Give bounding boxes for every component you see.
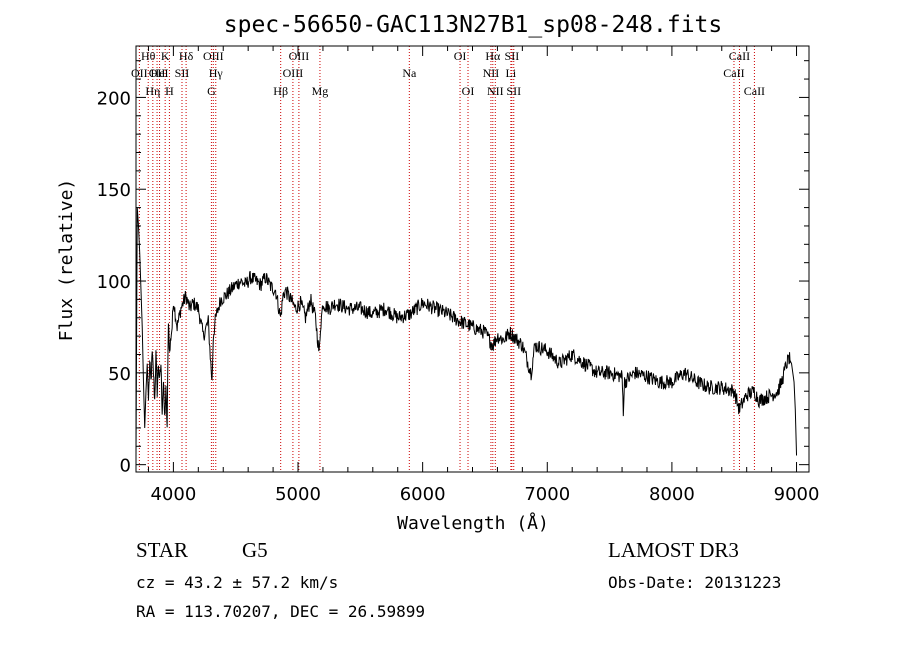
x-tick-label: 5000 — [275, 484, 321, 505]
spectral-line-label: NII — [483, 66, 500, 80]
plot-frame — [135, 45, 810, 473]
coordinates-readout: RA = 113.70207, DEC = 26.59899 — [136, 602, 425, 621]
y-tick-label: 100 — [97, 272, 131, 293]
y-tick-label: 150 — [97, 180, 131, 201]
spectral-line-label: OIII — [289, 49, 310, 63]
spectral-line-label: OI — [454, 49, 467, 63]
spectral-line-label: K — [161, 49, 170, 63]
y-tick-label: 0 — [120, 456, 131, 477]
spectral-line-label: Na — [402, 66, 417, 80]
spectral-line-label: H — [165, 84, 174, 98]
redshift-readout: cz = 43.2 ± 57.2 km/s — [136, 573, 339, 592]
spectral-line-label: OII — [131, 66, 148, 80]
spectral-line-label: Hη — [145, 84, 160, 98]
spectral-line-label: OIII — [283, 66, 304, 80]
spectral-line-label: CaII — [729, 49, 750, 63]
spectral-line-label: CaII — [744, 84, 765, 98]
spectral-line-label: G — [207, 84, 216, 98]
object-class: STAR — [136, 538, 188, 562]
spectral-line-label: Mg — [312, 84, 329, 98]
x-tick-label: 6000 — [400, 484, 446, 505]
spectral-line-label: Hβ — [273, 84, 288, 98]
y-axis-ticks: 0 50 100 150 200 — [97, 60, 809, 477]
y-tick-label: 50 — [108, 364, 131, 385]
spectral-line-label: Hδ — [179, 49, 194, 63]
spectral-line-markers — [138, 46, 755, 472]
spectral-line-label: Hα — [485, 49, 501, 63]
x-tick-label: 4000 — [150, 484, 196, 505]
spectral-line-label: HeI — [151, 66, 169, 80]
spectral-line-label: OII — [149, 66, 166, 80]
x-axis-ticks: 4000 5000 6000 7000 8000 9000 — [147, 46, 820, 505]
observation-date: Obs-Date: 20131223 — [608, 573, 782, 592]
survey-name: LAMOST DR3 — [608, 538, 739, 562]
spectral-line-label: Li — [506, 66, 517, 80]
x-axis-label: Wavelength (Å) — [397, 512, 549, 534]
spectral-line-label: SII — [175, 66, 190, 80]
y-axis-label: Flux (relative) — [56, 179, 77, 342]
spectral-line-label: SII — [506, 84, 521, 98]
spectral-line-label: Hγ — [209, 66, 224, 80]
object-subclass: G5 — [242, 538, 268, 562]
spectrum-series-line — [135, 207, 798, 456]
chart-title: spec-56650-GAC113N27B1_sp08-248.fits — [224, 12, 723, 38]
spectral-line-label: NII — [487, 84, 504, 98]
spectral-line-label: Hθ — [141, 49, 156, 63]
spectral-line-label: OI — [462, 84, 475, 98]
y-tick-label: 200 — [97, 88, 131, 109]
x-tick-label: 7000 — [524, 484, 570, 505]
x-tick-label: 9000 — [774, 484, 820, 505]
spectral-line-label: OIII — [203, 49, 224, 63]
spectral-line-label: SII — [505, 49, 520, 63]
spectral-line-label: CaII — [723, 66, 744, 80]
x-tick-label: 8000 — [649, 484, 695, 505]
